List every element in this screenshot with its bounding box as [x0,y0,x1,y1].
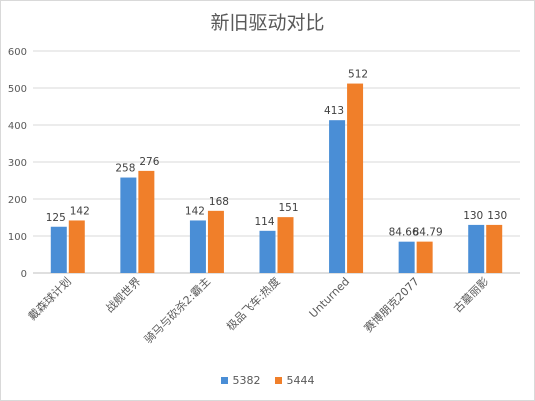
bar-series-1-4 [329,120,346,273]
y-tick-label: 600 [8,47,27,58]
data-label-series-2-5: 84.79 [413,227,443,239]
bar-series-1-0 [50,226,67,273]
bar-series-1-1 [120,177,137,273]
data-label-series-1-5: 84.66 [389,227,419,239]
bar-series-1-6 [468,224,485,273]
legend-swatch-series-2 [274,377,282,384]
bar-series-2-1 [138,170,155,273]
data-label-series-1-6: 130 [463,210,483,222]
y-tick-label: 300 [8,158,27,169]
data-label-series-2-1: 276 [139,156,159,168]
legend-swatch-series-1 [220,377,228,384]
bar-series-2-0 [68,220,85,273]
data-label-series-1-1: 258 [115,163,135,175]
chart-title: 新旧驱动对比 [210,12,325,34]
x-tick-label: 极品飞车:热度 [223,274,282,333]
data-label-series-1-3: 114 [254,216,274,228]
x-tick-label: 戴森球计划 [25,274,74,323]
x-tick-label: 战舰世界 [102,274,143,315]
data-label-series-2-2: 168 [209,196,229,208]
y-tick-label: 200 [8,195,27,206]
x-tick-label: Unturned [307,275,353,321]
legend-item-series-1: 5382 [220,374,261,387]
data-label-series-2-4: 512 [348,69,368,81]
y-tick-label: 400 [8,121,27,132]
x-tick-label: 骑马与砍杀2:霸主 [141,274,213,346]
data-label-series-2-0: 142 [70,205,90,217]
bar-series-2-6 [486,224,503,273]
data-label-series-1-0: 125 [46,212,66,224]
x-tick-label: 古墓丽影 [451,275,491,315]
data-label-series-2-3: 151 [278,202,298,214]
data-label-series-2-6: 130 [487,210,507,222]
data-label-series-1-2: 142 [185,205,205,217]
bar-series-1-2 [189,220,206,273]
legend-item-series-2: 5444 [274,374,315,387]
y-tick-label: 0 [21,269,27,280]
data-label-series-1-4: 413 [324,105,344,117]
y-tick-label: 500 [8,84,27,95]
legend-label-series-2: 5444 [286,374,315,387]
bar-series-1-3 [259,230,276,273]
x-tick-label: 赛博朋克2077 [361,274,422,335]
bar-series-2-2 [207,210,224,273]
bar-series-2-4 [347,83,364,273]
legend-label-series-1: 5382 [232,374,261,387]
legend: 5382 5444 [0,374,535,387]
bar-series-1-5 [398,241,415,273]
bar-series-2-3 [277,217,294,273]
bar-series-2-5 [416,241,433,273]
y-tick-label: 100 [8,232,27,243]
